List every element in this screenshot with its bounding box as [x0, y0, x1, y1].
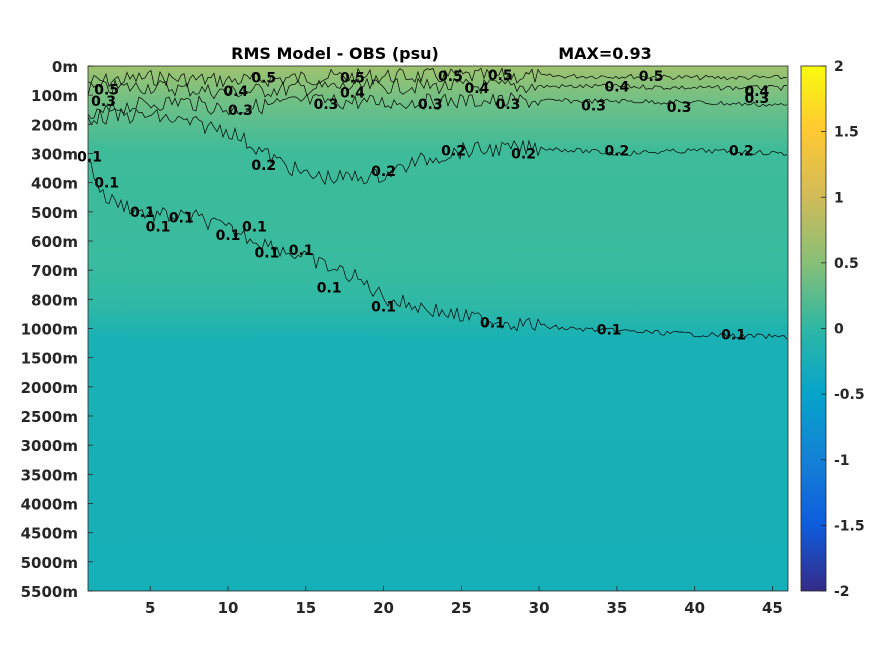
contour-line [88, 161, 788, 340]
contour-label: 0.1 [371, 300, 396, 316]
contour-label: 0.3 [91, 94, 116, 110]
max-annotation: MAX=0.93 [558, 44, 652, 63]
contour-label: 0.1 [242, 219, 267, 235]
x-tick-label: 40 [684, 599, 705, 617]
contour-label: 0.1 [94, 176, 119, 192]
contour-label: 0.2 [511, 147, 536, 163]
colorbar-tick-label: 1 [834, 190, 844, 206]
y-tick-label: 700m [31, 262, 78, 280]
y-tick-label: 0m [52, 58, 78, 76]
y-tick-label: 3000m [21, 437, 78, 455]
contour-label: 0.3 [744, 91, 769, 107]
contour-label: 0.1 [480, 316, 505, 332]
x-tick-label: 15 [295, 599, 316, 617]
contour-label: 0.2 [604, 144, 629, 160]
y-tick-label: 1000m [21, 321, 78, 339]
contour-line [88, 77, 788, 100]
contour-label: 0.1 [130, 205, 155, 221]
x-tick-label: 45 [762, 599, 783, 617]
contour-label: 0.1 [146, 219, 171, 235]
colorbar-tick-label: -2 [834, 584, 850, 600]
colorbar-tick-label: 2 [834, 59, 844, 75]
y-tick-label: 400m [31, 175, 78, 193]
y-tick-label: 800m [31, 291, 78, 309]
y-tick-label: 100m [31, 87, 78, 105]
x-axis: 5 10 15 20 25 30 35 40 45 [145, 586, 783, 617]
x-tick-label: 10 [218, 599, 239, 617]
contour-label: 0.1 [721, 327, 746, 343]
contour-label: 0.1 [289, 243, 314, 259]
plot-area: 0.5 0.40.5 0.50.40.30.3 0.30.50.40.50.3 0.30… [77, 65, 789, 592]
contour-line [88, 107, 788, 186]
contour-label: 0.2 [251, 158, 276, 174]
contour-label: 0.3 [496, 97, 521, 113]
contour-line [88, 92, 788, 119]
y-tick-label: 4500m [21, 525, 78, 543]
contour-label: 0.1 [77, 149, 102, 165]
contour-label: 0.1 [254, 246, 279, 262]
colorbar-tick-label: 0.5 [834, 256, 859, 272]
contour-label: 0.2 [441, 144, 466, 160]
colorbar-tick-label: -1.5 [834, 518, 865, 534]
contour-label: 0.5 [438, 69, 463, 85]
y-tick-label: 1500m [21, 350, 78, 368]
contour-label: 0.1 [169, 211, 194, 227]
y-tick-label: 300m [31, 146, 78, 164]
contour-label: 0.2 [729, 144, 754, 160]
contour-label: 0.2 [371, 164, 396, 180]
contour-label: 0.5 [340, 71, 365, 87]
contour-label: 0.4 [340, 85, 365, 101]
contour-label: 0.1 [597, 323, 622, 339]
x-tick-label: 30 [529, 599, 550, 617]
y-tick-label: 5500m [21, 583, 78, 601]
field-background [88, 66, 788, 591]
contour-label: 0.5 [488, 68, 513, 84]
contour-label: 0.3 [667, 100, 692, 116]
contour-label: 0.3 [228, 103, 253, 119]
x-tick-label: 35 [606, 599, 627, 617]
y-tick-label: 3500m [21, 466, 78, 484]
contour-label: 0.3 [581, 98, 606, 114]
y-tick-label: 4000m [21, 496, 78, 514]
y-tick-label: 2000m [21, 379, 78, 397]
y-tick-label: 2500m [21, 408, 78, 426]
contour-label: 0.4 [604, 79, 629, 95]
contour-line [88, 67, 788, 89]
contour-label: 0.1 [317, 281, 342, 297]
y-tick-label: 500m [31, 204, 78, 222]
contour-label: 0.1 [216, 228, 241, 244]
contour-label: 0.5 [251, 71, 276, 87]
y-axis: 0m 100m 200m 300m 400m 500m 600m 700m 800m 1000m 1… [21, 58, 93, 601]
colorbar-tick-label: 0 [834, 322, 844, 338]
contour-label: 0.5 [639, 69, 664, 85]
chart-title: RMS Model - OBS (psu) [231, 44, 439, 63]
colorbar-tick-label: -1 [834, 453, 850, 469]
contour-label: 0.5 [94, 82, 119, 98]
colorbar-tick-label: -0.5 [834, 387, 865, 403]
contour-label: 0.4 [223, 84, 248, 100]
contour-label: 0.3 [418, 97, 443, 113]
contour-label: 0.4 [744, 84, 769, 100]
x-tick-label: 5 [145, 599, 155, 617]
y-tick-label: 200m [31, 116, 78, 134]
x-tick-label: 25 [451, 599, 472, 617]
colorbar-tick-label: 1.5 [834, 125, 859, 141]
contour-label: 0.4 [464, 81, 489, 97]
x-tick-label: 20 [373, 599, 394, 617]
colorbar: 2 1.5 1 0.5 0 -0.5 -1 -1.5 -2 [800, 59, 865, 600]
y-tick-label: 600m [31, 233, 78, 251]
y-tick-label: 5000m [21, 554, 78, 572]
contour-label: 0.3 [314, 97, 339, 113]
